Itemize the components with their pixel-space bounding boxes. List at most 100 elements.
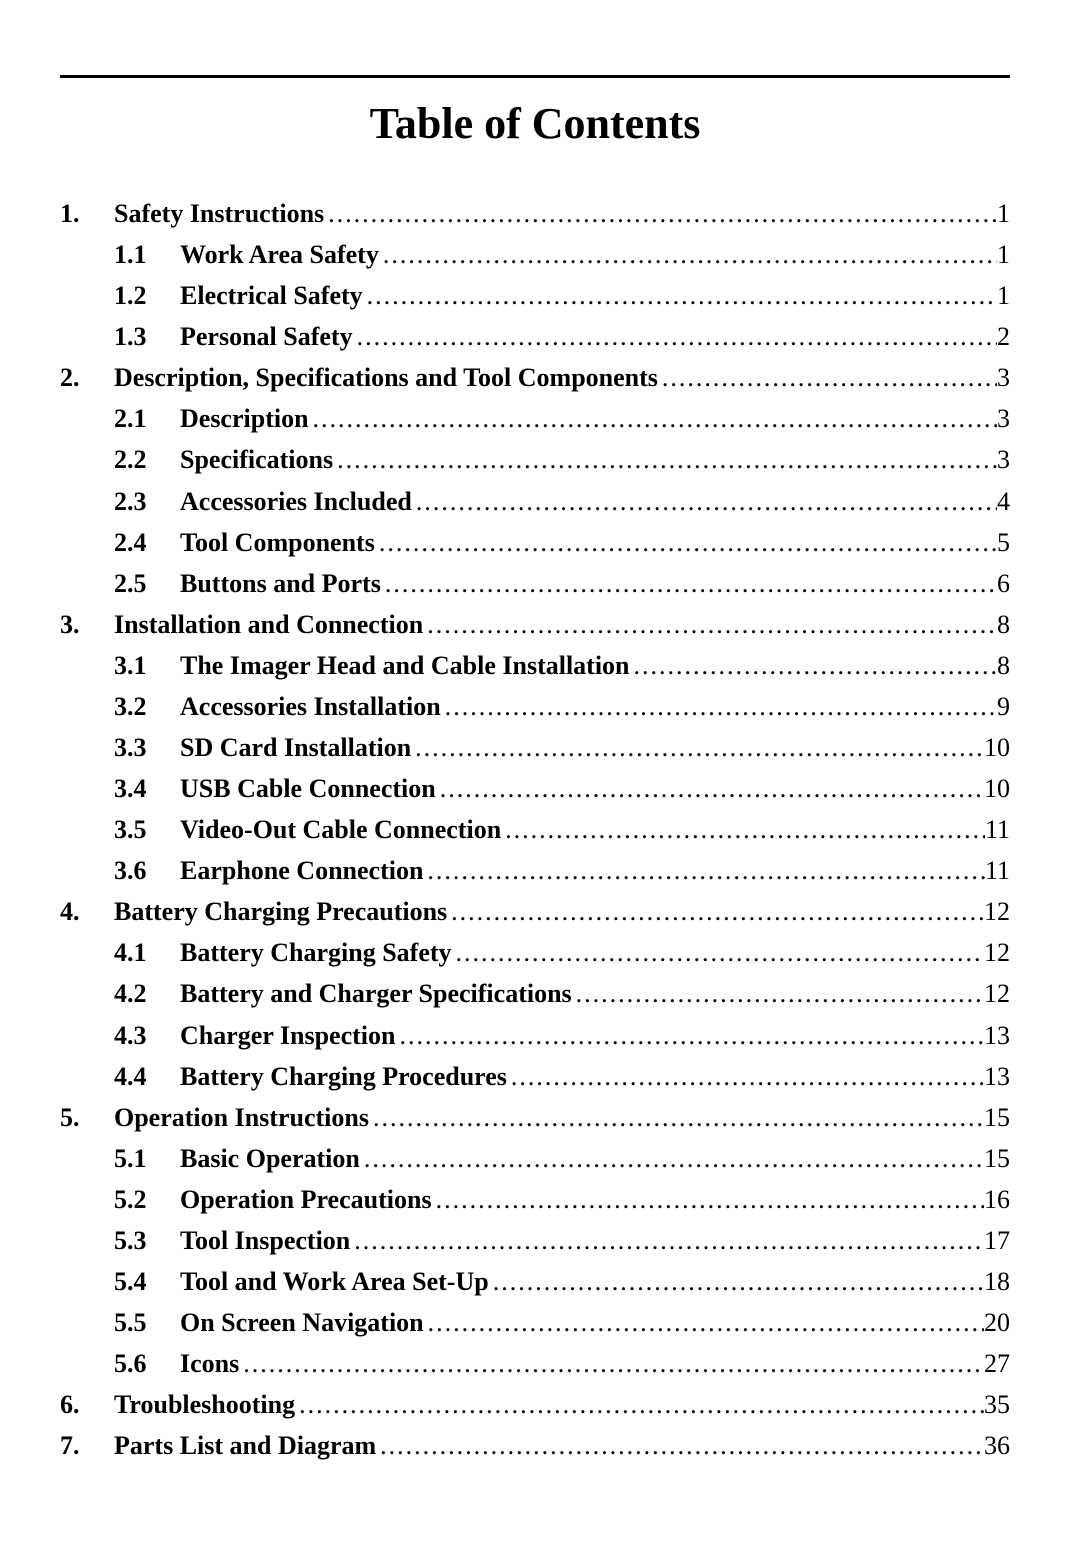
toc-subsection-line: 2.2Specifications3: [60, 439, 1010, 480]
toc-subsection-line: 2.3Accessories Included4: [60, 481, 1010, 522]
page-number: 20: [984, 1302, 1010, 1343]
dot-leader: [572, 973, 984, 1014]
dot-leader: [411, 727, 984, 768]
subsection-label: Battery Charging Safety: [180, 932, 452, 973]
toc-subsection-line: 2.1Description3: [60, 398, 1010, 439]
subsection-number: 2.5: [114, 563, 180, 604]
subsection-number: 2.1: [114, 398, 180, 439]
subsection-label: Tool Components: [180, 522, 375, 563]
page-number: 16: [984, 1179, 1010, 1220]
toc-subsection-line: 4.1Battery Charging Safety12: [60, 932, 1010, 973]
subsection-label: Accessories Included: [180, 481, 412, 522]
dot-leader: [489, 1261, 984, 1302]
section-label: Operation Instructions: [114, 1097, 369, 1138]
subsection-number: 5.1: [114, 1138, 180, 1179]
dot-leader: [452, 932, 984, 973]
top-horizontal-rule: [60, 75, 1010, 78]
dot-leader: [432, 1179, 984, 1220]
toc-section-line: 7.Parts List and Diagram 36: [60, 1425, 1010, 1466]
subsection-number: 3.1: [114, 645, 180, 686]
page-number: 27: [984, 1343, 1010, 1384]
subsection-number: 5.3: [114, 1220, 180, 1261]
subsection-number: 1.3: [114, 316, 180, 357]
page-number: 13: [984, 1015, 1010, 1056]
toc-subsection-line: 5.1Basic Operation 15: [60, 1138, 1010, 1179]
dot-leader: [412, 481, 997, 522]
toc-section-line: 5.Operation Instructions15: [60, 1097, 1010, 1138]
subsection-label: The Imager Head and Cable Installation: [180, 645, 630, 686]
page-number: 36: [984, 1425, 1010, 1466]
page-number: 18: [984, 1261, 1010, 1302]
toc-section-line: 4.Battery Charging Precautions12: [60, 891, 1010, 932]
dot-leader: [395, 1015, 984, 1056]
section-label: Battery Charging Precautions: [114, 891, 447, 932]
subsection-number: 1.1: [114, 234, 180, 275]
dot-leader: [424, 1302, 984, 1343]
subsection-label: Electrical Safety: [180, 275, 363, 316]
subsection-number: 3.2: [114, 686, 180, 727]
section-number: 1.: [60, 193, 114, 234]
subsection-label: Charger Inspection: [180, 1015, 395, 1056]
subsection-label: Specifications: [180, 439, 333, 480]
dot-leader: [507, 1056, 984, 1097]
section-label: Troubleshooting: [114, 1384, 295, 1425]
subsection-label: Buttons and Ports: [180, 563, 381, 604]
page-number: 11: [985, 850, 1010, 891]
toc-subsection-line: 5.3Tool Inspection17: [60, 1220, 1010, 1261]
toc-section-line: 3.Installation and Connection8: [60, 604, 1010, 645]
section-label: Installation and Connection: [114, 604, 423, 645]
page-number: 12: [984, 973, 1010, 1014]
dot-leader: [630, 645, 997, 686]
subsection-label: Basic Operation: [180, 1138, 360, 1179]
dot-leader: [350, 1220, 984, 1261]
subsection-number: 3.6: [114, 850, 180, 891]
page-number: 10: [984, 768, 1010, 809]
subsection-label: SD Card Installation: [180, 727, 411, 768]
dot-leader: [436, 768, 984, 809]
toc-title: Table of Contents: [60, 98, 1010, 149]
subsection-label: Battery Charging Procedures: [180, 1056, 507, 1097]
page-number: 8: [997, 604, 1010, 645]
page-number: 17: [984, 1220, 1010, 1261]
toc-subsection-line: 5.6Icons27: [60, 1343, 1010, 1384]
subsection-label: Personal Safety: [180, 316, 353, 357]
toc-section-line: 1.Safety Instructions1: [60, 193, 1010, 234]
section-label: Parts List and Diagram: [114, 1425, 376, 1466]
page-number: 9: [997, 686, 1010, 727]
subsection-label: Description: [180, 398, 309, 439]
page-number: 15: [984, 1138, 1010, 1179]
toc-subsection-line: 2.5Buttons and Ports6: [60, 563, 1010, 604]
page-number: 8: [997, 645, 1010, 686]
dot-leader: [363, 275, 997, 316]
toc-subsection-line: 1.3Personal Safety2: [60, 316, 1010, 357]
toc-subsection-line: 3.6Earphone Connection11: [60, 850, 1010, 891]
dot-leader: [309, 398, 997, 439]
dot-leader: [295, 1384, 984, 1425]
subsection-number: 3.4: [114, 768, 180, 809]
dot-leader: [441, 686, 997, 727]
subsection-label: Work Area Safety: [180, 234, 379, 275]
dot-leader: [324, 193, 997, 234]
subsection-number: 3.5: [114, 809, 180, 850]
section-number: 7.: [60, 1425, 114, 1466]
section-label: Safety Instructions: [114, 193, 324, 234]
dot-leader: [447, 891, 984, 932]
page-number: 11: [985, 809, 1010, 850]
toc-subsection-line: 1.2Electrical Safety1: [60, 275, 1010, 316]
dot-leader: [376, 1425, 984, 1466]
subsection-label: Icons: [180, 1343, 239, 1384]
section-number: 2.: [60, 357, 114, 398]
page-number: 10: [984, 727, 1010, 768]
subsection-number: 4.4: [114, 1056, 180, 1097]
page-number: 15: [984, 1097, 1010, 1138]
subsection-number: 5.5: [114, 1302, 180, 1343]
section-number: 4.: [60, 891, 114, 932]
subsection-number: 4.2: [114, 973, 180, 1014]
dot-leader: [423, 604, 997, 645]
subsection-number: 5.2: [114, 1179, 180, 1220]
dot-leader: [379, 234, 997, 275]
dot-leader: [501, 809, 985, 850]
toc-subsection-line: 5.4Tool and Work Area Set-Up18: [60, 1261, 1010, 1302]
page-number: 3: [997, 357, 1010, 398]
page-number: 1: [997, 275, 1010, 316]
